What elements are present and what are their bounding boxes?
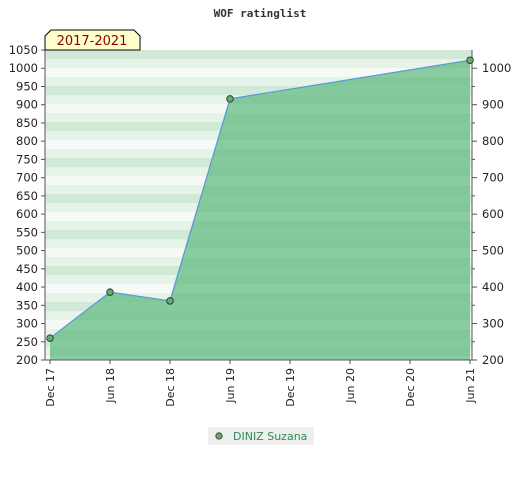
data-point[interactable] xyxy=(46,334,54,342)
x-tick-label: Jun 21 xyxy=(464,368,477,404)
y-tick-label-left: 400 xyxy=(16,280,38,294)
area-band xyxy=(45,50,472,59)
y-tick-label-left: 550 xyxy=(16,225,38,239)
y-tick-label-left: 700 xyxy=(16,171,38,185)
area-band xyxy=(45,248,472,257)
y-tick-label-left: 350 xyxy=(16,298,38,312)
y-tick-label-left: 250 xyxy=(16,335,38,349)
area-band xyxy=(45,212,472,221)
area-band xyxy=(45,104,472,113)
x-tick-label: Dec 18 xyxy=(164,368,177,407)
y-tick-label-right: 600 xyxy=(482,207,504,221)
legend-marker xyxy=(215,432,223,440)
area-band xyxy=(45,158,472,167)
x-tick-label: Jun 18 xyxy=(104,368,117,404)
y-tick-label-right: 500 xyxy=(482,244,504,258)
period-badge-text: 2017-2021 xyxy=(57,34,128,49)
x-tick-label: Dec 17 xyxy=(44,368,57,407)
area-band xyxy=(45,176,472,185)
chart-title: WOF ratinglist xyxy=(214,7,307,20)
data-point[interactable] xyxy=(106,288,114,296)
area-band xyxy=(45,302,472,311)
data-point[interactable] xyxy=(226,95,234,103)
y-tick-label-left: 800 xyxy=(16,134,38,148)
area-band xyxy=(45,194,472,203)
series-area xyxy=(50,60,470,360)
y-tick-label-left: 450 xyxy=(16,262,38,276)
y-tick-label-left: 1050 xyxy=(9,43,38,57)
area-band xyxy=(45,122,472,131)
y-tick-label-left: 850 xyxy=(16,116,38,130)
y-tick-label-right: 800 xyxy=(482,134,504,148)
area-band xyxy=(45,320,472,329)
area-band xyxy=(45,266,472,275)
x-tick-label: Jun 19 xyxy=(224,368,237,404)
x-tick-label: Jun 20 xyxy=(344,368,357,404)
y-tick-label-left: 750 xyxy=(16,152,38,166)
area-band xyxy=(45,284,472,293)
area-band xyxy=(45,230,472,239)
area-band xyxy=(45,338,472,347)
y-tick-label-left: 500 xyxy=(16,244,38,258)
axes xyxy=(44,50,473,361)
data-point[interactable] xyxy=(166,297,174,305)
y-tick-label-left: 950 xyxy=(16,79,38,93)
legend[interactable]: DINIZ Suzana xyxy=(208,427,314,445)
area-layer xyxy=(45,50,472,360)
background-stripe xyxy=(45,59,472,68)
area-band xyxy=(45,140,472,149)
background-stripe xyxy=(45,86,472,95)
y-tick-label-right: 300 xyxy=(482,317,504,331)
data-point[interactable] xyxy=(466,56,474,64)
x-tick-label: Dec 19 xyxy=(284,368,297,407)
area-band xyxy=(45,356,472,360)
y-tick-label-left: 650 xyxy=(16,189,38,203)
y-tick-label-left: 900 xyxy=(16,98,38,112)
background-stripe xyxy=(45,77,472,86)
y-tick-label-right: 400 xyxy=(482,280,504,294)
y-tick-label-right: 1000 xyxy=(482,61,511,75)
y-tick-label-left: 1000 xyxy=(9,61,38,75)
y-tick-label-left: 600 xyxy=(16,207,38,221)
background-stripe xyxy=(45,68,472,77)
area-band xyxy=(45,68,472,77)
y-axis-right-labels: 200 300 400 500 600 700 800 900 1000 xyxy=(472,61,511,367)
y-tick-label-left: 300 xyxy=(16,317,38,331)
y-tick-label-right: 200 xyxy=(482,353,504,367)
y-tick-label-right: 900 xyxy=(482,98,504,112)
x-axis-labels: Dec 17 Jun 18 Dec 18 Jun 19 Dec 19 Jun 20 Dec … xyxy=(44,360,477,407)
y-tick-label-right: 700 xyxy=(482,171,504,185)
legend-series-label: DINIZ Suzana xyxy=(233,430,307,443)
x-tick-label: Dec 20 xyxy=(404,368,417,407)
y-axis-left-labels: 200 250 300 350 400 450 500 550 600 650 700 750 800 8… xyxy=(9,43,45,367)
y-tick-label-left: 200 xyxy=(16,353,38,367)
area-band xyxy=(45,86,472,95)
series-points xyxy=(46,56,474,342)
period-badge: 2017-2021 xyxy=(44,29,141,51)
background-stripe xyxy=(45,50,472,59)
